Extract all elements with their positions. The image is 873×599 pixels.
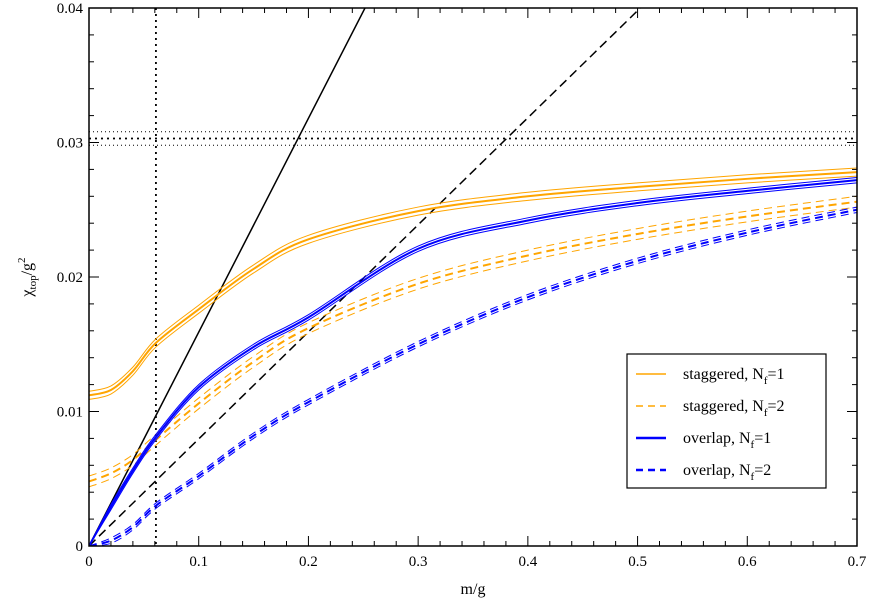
legend-item: overlap, Nf=2 [636, 462, 771, 483]
legend-box [626, 353, 827, 489]
y-tick-label: 0.01 [57, 405, 83, 421]
y-tick-label: 0.04 [57, 1, 84, 17]
series-0 [89, 167, 857, 400]
legend-label: staggered, Nf=2 [683, 398, 785, 419]
reference-line-dashed [89, 8, 642, 546]
x-tick-label: 0.7 [848, 554, 867, 570]
series-line [89, 171, 857, 397]
x-tick-label: 0 [85, 554, 93, 570]
series-3 [89, 206, 857, 546]
series-2 [89, 176, 857, 546]
x-tick-label: 0.3 [409, 554, 428, 570]
series-line [89, 200, 857, 483]
legend-item: staggered, Nf=1 [636, 366, 785, 387]
x-axis-label: m/g [461, 581, 486, 598]
x-tick-label: 0.2 [299, 554, 318, 570]
legend-item: staggered, Nf=2 [636, 398, 785, 419]
series-error-band [89, 182, 857, 546]
x-tick-label: 0.4 [518, 554, 537, 570]
series-line [89, 179, 857, 546]
series-layer [89, 167, 857, 546]
series-error-band [89, 175, 857, 400]
ticks: 0 0.1 0.2 0.3 0.4 0.5 0.6 0.7 0 0.01 0.02 0.03 0.04 [57, 1, 867, 570]
series-error-band [89, 167, 857, 392]
y-tick-label: 0 [76, 539, 84, 555]
series-1 [89, 195, 857, 488]
series-error-band [89, 195, 857, 477]
y-tick-label: 0.03 [57, 136, 83, 152]
x-tick-label: 0.6 [738, 554, 757, 570]
series-error-band [89, 176, 857, 546]
legend-item: overlap, Nf=1 [636, 430, 771, 451]
x-tick-label: 0.1 [189, 554, 208, 570]
x-tick-label: 0.5 [628, 554, 647, 570]
legend-label: overlap, Nf=2 [683, 462, 771, 483]
y-axis-label: χtop/g2 [16, 257, 39, 297]
y-tick-label: 0.02 [57, 270, 83, 286]
legend-label: staggered, Nf=1 [683, 366, 785, 387]
legend: staggered, Nf=1 staggered, Nf=2 overlap, N… [626, 353, 827, 489]
legend-label: overlap, Nf=1 [683, 430, 771, 451]
series-error-band [89, 206, 857, 488]
series-error-band [89, 206, 857, 546]
